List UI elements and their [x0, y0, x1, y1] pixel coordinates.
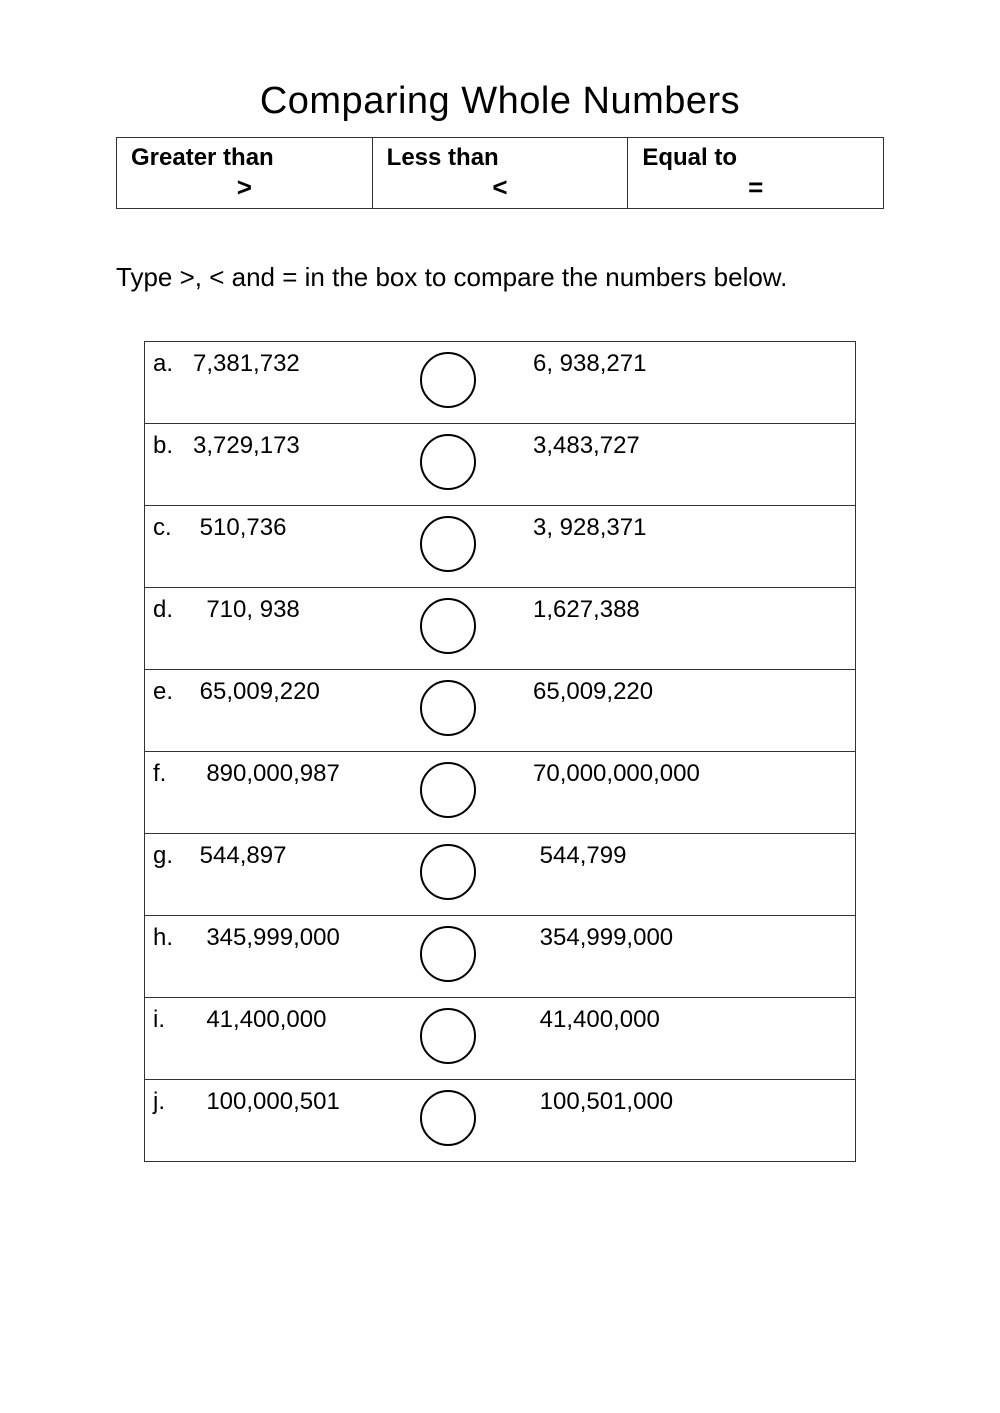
table-row: g. 544,897 544,799 — [145, 834, 855, 916]
right-number: 3,483,727 — [503, 430, 847, 460]
table-row: a.7,381,732 6, 938,271 — [145, 342, 855, 424]
problem-letter: h. — [153, 922, 193, 952]
problem-letter: b. — [153, 430, 193, 460]
problem-letter: e. — [153, 676, 193, 706]
legend-equal-to: Equal to = — [628, 138, 883, 208]
right-number: 354,999,000 — [503, 922, 847, 952]
problem-letter: a. — [153, 348, 193, 378]
table-row: j. 100,000,501 100,501,000 — [145, 1080, 855, 1162]
right-number: 65,009,220 — [503, 676, 847, 706]
problem-letter: j. — [153, 1086, 193, 1116]
legend-less-than: Less than < — [373, 138, 629, 208]
problem-letter: d. — [153, 594, 193, 624]
comparison-input[interactable] — [420, 680, 476, 736]
answer-circle-wrap — [393, 430, 503, 490]
comparison-input[interactable] — [420, 1008, 476, 1064]
instructions-text: Type >, < and = in the box to compare th… — [116, 259, 884, 295]
right-number: 70,000,000,000 — [503, 758, 847, 788]
answer-circle-wrap — [393, 594, 503, 654]
comparison-input[interactable] — [420, 516, 476, 572]
left-number: 510,736 — [193, 512, 393, 542]
right-number: 41,400,000 — [503, 1004, 847, 1034]
left-number: 345,999,000 — [193, 922, 393, 952]
page-title: Comparing Whole Numbers — [110, 80, 890, 123]
table-row: f. 890,000,987 70,000,000,000 — [145, 752, 855, 834]
comparison-input[interactable] — [420, 762, 476, 818]
worksheet-page: Comparing Whole Numbers Greater than > L… — [0, 0, 1000, 1413]
legend-equal-label: Equal to — [642, 144, 869, 172]
comparison-input[interactable] — [420, 352, 476, 408]
legend-less-label: Less than — [387, 144, 614, 172]
comparison-input[interactable] — [420, 1090, 476, 1146]
table-row: i. 41,400,000 41,400,000 — [145, 998, 855, 1080]
problem-letter: f. — [153, 758, 193, 788]
problems-table: a.7,381,732 6, 938,271 b.3,729,173 3,483,72… — [144, 341, 856, 1162]
left-number: 3,729,173 — [193, 430, 393, 460]
right-number: 1,627,388 — [503, 594, 847, 624]
answer-circle-wrap — [393, 512, 503, 572]
legend-greater-than: Greater than > — [117, 138, 373, 208]
answer-circle-wrap — [393, 676, 503, 736]
right-number: 6, 938,271 — [503, 348, 847, 378]
comparison-input[interactable] — [420, 598, 476, 654]
problem-letter: g. — [153, 840, 193, 870]
left-number: 65,009,220 — [193, 676, 393, 706]
comparison-input[interactable] — [420, 844, 476, 900]
answer-circle-wrap — [393, 1004, 503, 1064]
table-row: h. 345,999,000 354,999,000 — [145, 916, 855, 998]
problem-letter: i. — [153, 1004, 193, 1034]
answer-circle-wrap — [393, 922, 503, 982]
right-number: 3, 928,371 — [503, 512, 847, 542]
left-number: 41,400,000 — [193, 1004, 393, 1034]
comparison-input[interactable] — [420, 434, 476, 490]
table-row: d. 710, 938 1,627,388 — [145, 588, 855, 670]
legend-table: Greater than > Less than < Equal to = — [116, 137, 884, 209]
left-number: 710, 938 — [193, 594, 393, 624]
right-number: 100,501,000 — [503, 1086, 847, 1116]
right-number: 544,799 — [503, 840, 847, 870]
problem-letter: c. — [153, 512, 193, 542]
table-row: e. 65,009,220 65,009,220 — [145, 670, 855, 752]
answer-circle-wrap — [393, 840, 503, 900]
left-number: 544,897 — [193, 840, 393, 870]
legend-greater-symbol: > — [131, 174, 358, 200]
left-number: 7,381,732 — [193, 348, 393, 378]
legend-greater-label: Greater than — [131, 144, 358, 172]
comparison-input[interactable] — [420, 926, 476, 982]
legend-less-symbol: < — [387, 174, 614, 200]
left-number: 100,000,501 — [193, 1086, 393, 1116]
legend-equal-symbol: = — [642, 174, 869, 200]
answer-circle-wrap — [393, 758, 503, 818]
left-number: 890,000,987 — [193, 758, 393, 788]
answer-circle-wrap — [393, 348, 503, 408]
table-row: c. 510,736 3, 928,371 — [145, 506, 855, 588]
table-row: b.3,729,173 3,483,727 — [145, 424, 855, 506]
answer-circle-wrap — [393, 1086, 503, 1146]
